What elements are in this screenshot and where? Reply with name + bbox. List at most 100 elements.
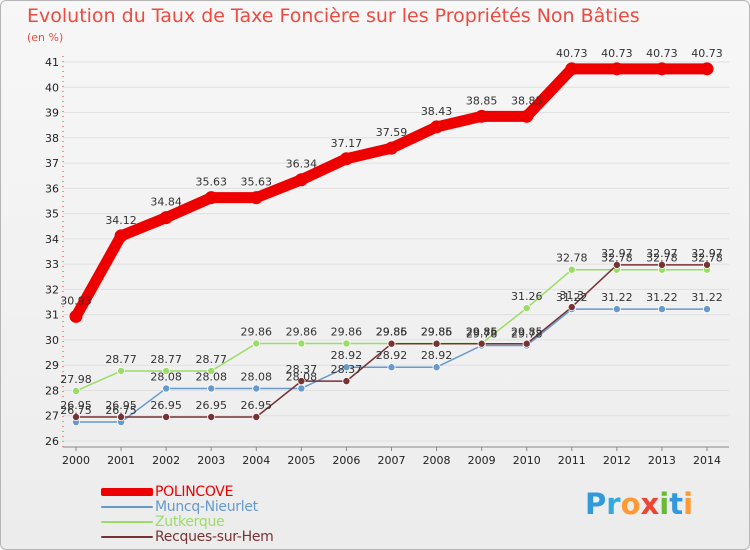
x-tick-label: 2004	[242, 454, 270, 467]
proxiti-logo: Proxiti	[585, 487, 694, 521]
x-tick-label: 2003	[197, 454, 225, 467]
y-tick-label: 39	[45, 107, 59, 120]
legend-label-zutkerque: Zutkerque	[155, 514, 225, 530]
data-labels: 27.98 28.77 28.77 28.77 29.86 29.86 29.86 29.86…	[60, 47, 723, 417]
legend-swatch-polincove	[101, 488, 153, 496]
x-tick-label: 2012	[603, 454, 631, 467]
data-point	[159, 211, 173, 225]
data-point	[432, 363, 441, 372]
data-label: 32.97	[691, 247, 723, 260]
data-label: 28.37	[331, 363, 363, 376]
y-tick-label: 27	[45, 410, 59, 423]
data-point	[162, 384, 171, 393]
data-point	[162, 367, 171, 376]
data-label: 28.08	[286, 370, 318, 383]
data-label: 32.78	[601, 252, 633, 265]
data-label: 28.37	[286, 363, 318, 376]
data-point	[475, 109, 489, 123]
y-tick-label: 32	[45, 283, 59, 296]
y-tick-label: 28	[45, 384, 59, 397]
data-point	[567, 303, 576, 312]
data-label: 29.85	[421, 326, 453, 339]
data-label: 29.85	[511, 326, 543, 339]
data-label: 38.85	[511, 94, 543, 107]
data-point	[520, 109, 534, 123]
legend-swatch-zutkerque	[101, 521, 153, 523]
data-point	[700, 62, 714, 76]
x-tick-label: 2001	[107, 454, 135, 467]
data-label: 35.63	[195, 176, 227, 189]
data-label: 29.78	[466, 327, 498, 340]
data-point	[342, 377, 351, 386]
data-label: 31.22	[646, 291, 678, 304]
data-label: 28.08	[195, 370, 227, 383]
legend-item-recques-sur-hem: Recques-sur-Hem	[101, 529, 341, 545]
data-label: 36.34	[286, 158, 318, 171]
data-label: 29.86	[421, 325, 453, 338]
data-point	[249, 191, 263, 205]
data-label: 31.22	[601, 291, 633, 304]
y-tick-label: 41	[45, 56, 59, 69]
data-point	[565, 62, 579, 76]
series-line-polincove	[70, 63, 713, 322]
legend-swatch-recques-sur-hem	[101, 536, 153, 538]
chart-title: Evolution du Taux de Taxe Foncière sur l…	[27, 5, 640, 27]
data-point	[522, 304, 531, 313]
data-label: 28.92	[376, 349, 408, 362]
data-label: 37.59	[376, 126, 408, 139]
data-point	[339, 152, 353, 166]
data-label: 29.86	[376, 325, 408, 338]
data-point	[252, 339, 261, 348]
data-label: 28.08	[241, 370, 273, 383]
data-label: 40.73	[691, 47, 723, 60]
data-label: 31.22	[556, 291, 588, 304]
y-tick-label: 30	[45, 334, 59, 347]
data-point	[655, 62, 669, 76]
data-label: 29.78	[511, 327, 543, 340]
data-label: 28.92	[421, 349, 453, 362]
y-tick-label: 26	[45, 435, 59, 448]
data-label: 28.92	[331, 349, 363, 362]
data-point	[297, 377, 306, 386]
x-tick-label: 2002	[152, 454, 180, 467]
data-point	[703, 260, 712, 269]
data-point	[72, 412, 81, 421]
legend-label-muncq-nieurlet: Muncq-Nieurlet	[155, 499, 258, 515]
data-label: 32.97	[646, 247, 678, 260]
data-label: 40.73	[646, 47, 678, 60]
x-tick-label: 2013	[648, 454, 676, 467]
x-tick-label: 2014	[693, 454, 721, 467]
data-point	[204, 191, 218, 205]
y-unit-label: (en %)	[27, 31, 64, 44]
series-lines	[69, 62, 714, 427]
data-point	[612, 260, 621, 269]
data-point	[252, 412, 261, 421]
data-label: 35.63	[241, 176, 273, 189]
data-point	[430, 120, 444, 134]
data-label: 28.77	[105, 353, 137, 366]
data-label: 40.73	[601, 47, 633, 60]
y-tick-label: 37	[45, 157, 59, 170]
data-label: 38.85	[466, 94, 498, 107]
legend-item-polincove: POLINCOVE	[101, 484, 341, 500]
y-tick-label: 29	[45, 359, 59, 372]
data-label: 34.12	[105, 214, 137, 227]
y-tick-label: 35	[45, 208, 59, 221]
data-point	[162, 412, 171, 421]
y-tick-label: 33	[45, 258, 59, 271]
data-point	[297, 384, 306, 393]
x-tick-label: 2007	[378, 454, 406, 467]
axes: 26 27 28 29 30 31 32 33 34 35 36 37 38 39 40 41 2000 2001…	[45, 56, 729, 467]
data-point	[69, 309, 83, 323]
data-label: 31.3	[560, 289, 585, 302]
data-point	[703, 305, 712, 314]
data-label: 28.77	[150, 353, 182, 366]
data-label: 32.78	[556, 252, 588, 265]
data-point	[297, 339, 306, 348]
data-label: 29.85	[466, 326, 498, 339]
data-label: 28.08	[150, 370, 182, 383]
data-point	[294, 173, 308, 187]
y-tick-label: 36	[45, 182, 59, 195]
data-point	[207, 412, 216, 421]
